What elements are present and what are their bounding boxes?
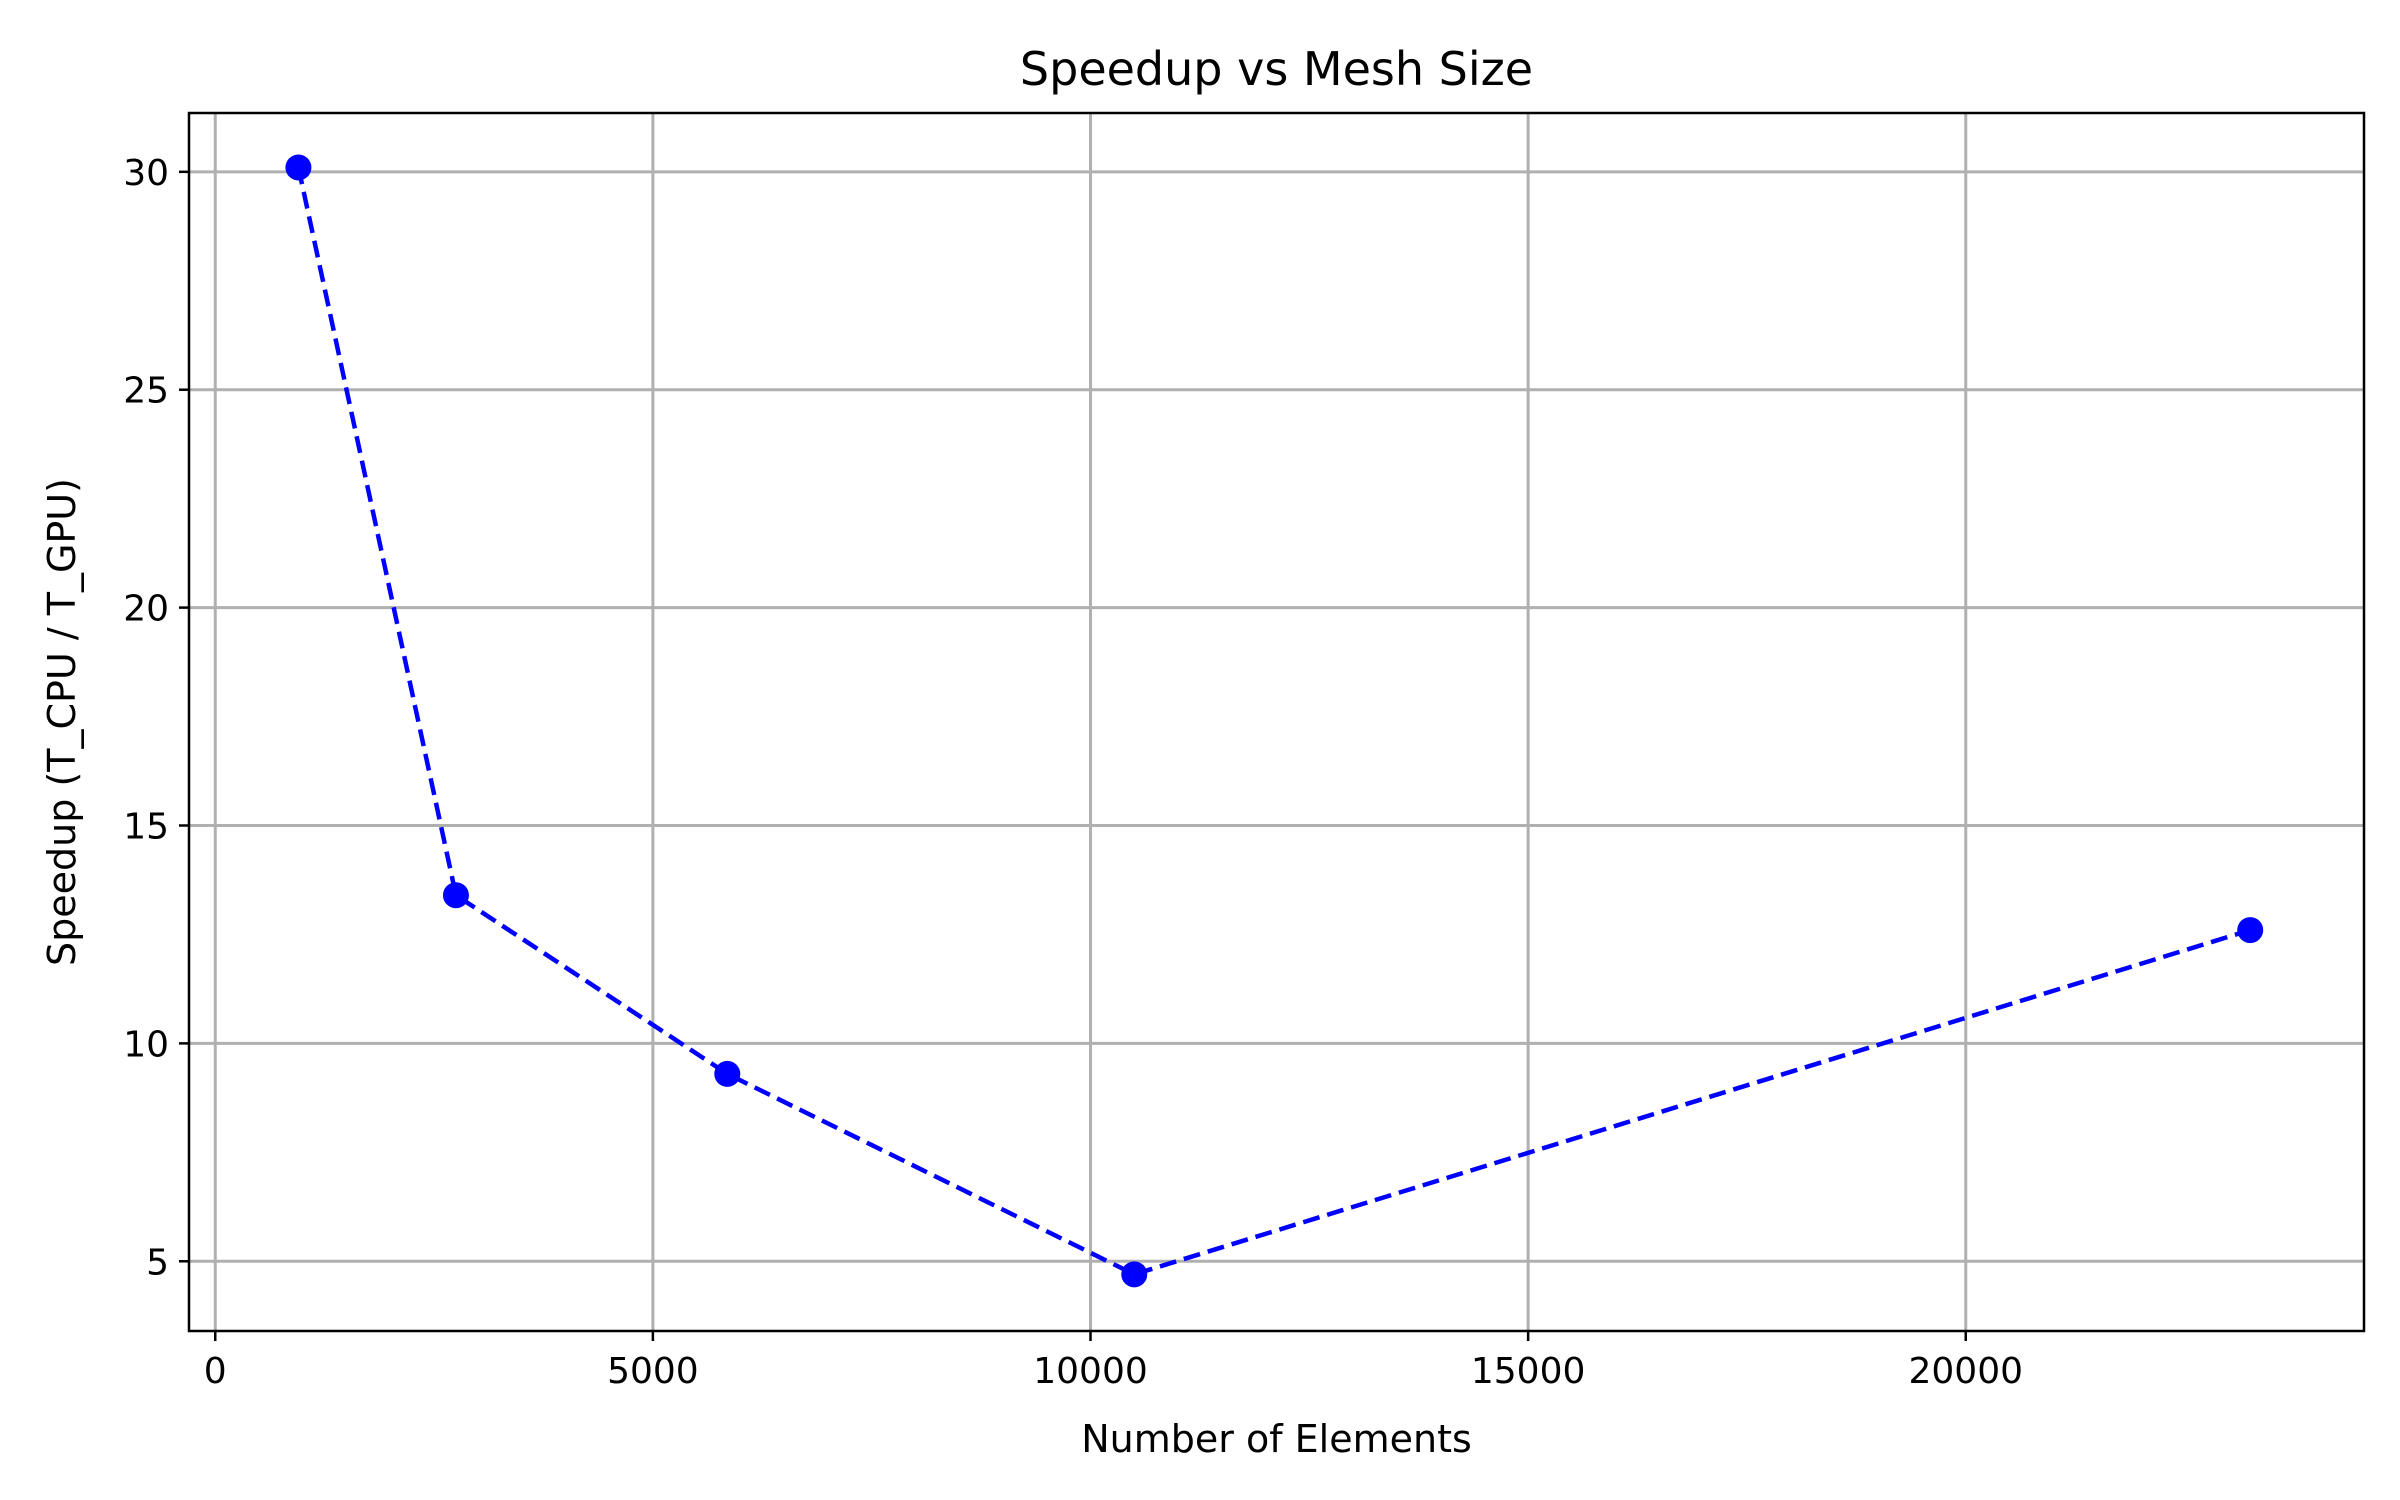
chart-title: Speedup vs Mesh Size (1020, 42, 1533, 96)
y-tick-label: 5 (146, 1242, 169, 1283)
grid-layer (189, 113, 2364, 1331)
data-point (1121, 1261, 1148, 1288)
series-layer (285, 154, 2264, 1288)
y-tick-label: 15 (123, 806, 169, 847)
x-tick-label: 20000 (1908, 1351, 2023, 1392)
data-point (2237, 917, 2264, 944)
x-axis-label: Number of Elements (1081, 1417, 1472, 1461)
plot-area-frame (187, 111, 2366, 1333)
data-point (714, 1060, 741, 1087)
y-tick-label: 20 (123, 589, 169, 630)
y-tick-label: 10 (123, 1024, 169, 1065)
x-tick-label: 0 (204, 1351, 227, 1392)
y-tick-label: 25 (123, 371, 169, 412)
data-point (442, 882, 469, 909)
x-tick-label: 5000 (607, 1351, 699, 1392)
y-tick-label: 30 (123, 153, 169, 194)
series-line (296, 166, 2251, 1277)
x-tick-label: 10000 (1033, 1351, 1148, 1392)
x-tick-label: 15000 (1471, 1351, 1586, 1392)
data-point (285, 154, 312, 181)
ticks-layer: 0 5000 10000 15000 20000 5 10 15 20 25 30 (123, 153, 2023, 1392)
y-axis-label: Speedup (T_CPU / T_GPU) (40, 478, 84, 966)
